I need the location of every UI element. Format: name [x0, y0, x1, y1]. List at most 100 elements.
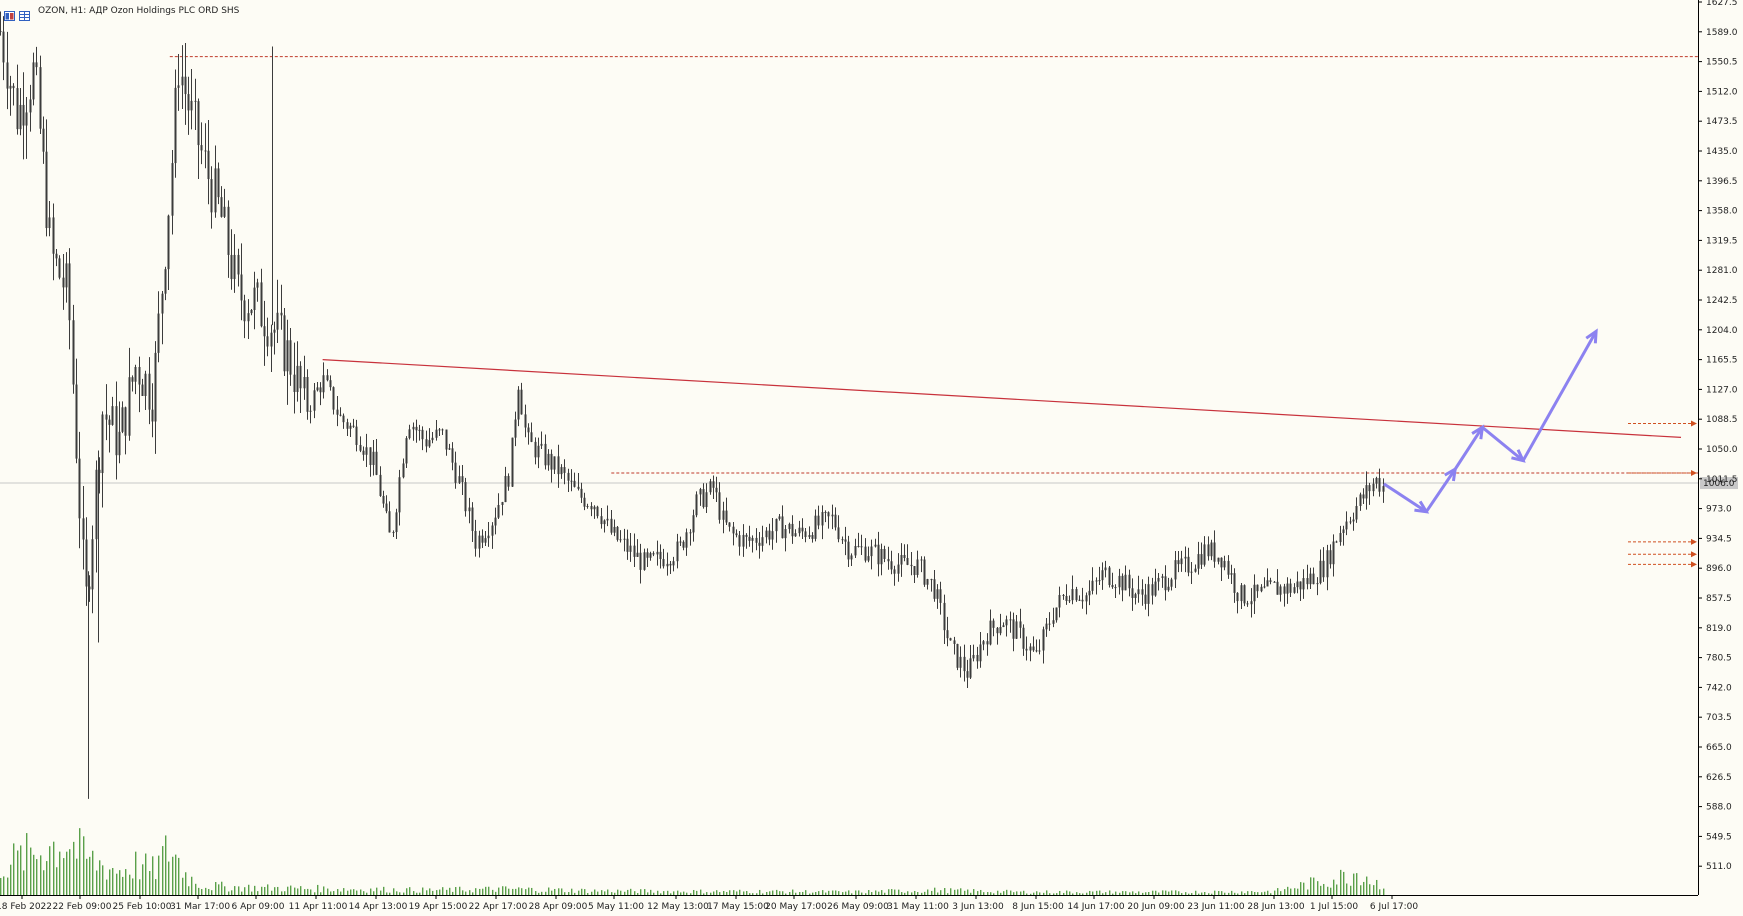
- candle-body: [824, 512, 827, 514]
- forecast-arrow-segment[interactable]: [1481, 426, 1525, 462]
- volume-bar: [1264, 891, 1266, 895]
- candle-body: [1108, 567, 1111, 586]
- volume-bar: [776, 889, 778, 895]
- candlesticks: [0, 11, 1385, 799]
- volume-bar: [924, 891, 926, 895]
- forecast-arrow-segment[interactable]: [1383, 482, 1428, 513]
- chart-window-icon[interactable]: [4, 6, 15, 21]
- volume-bar: [76, 858, 78, 895]
- horizontal-levels[interactable]: [169, 56, 1698, 474]
- forecast-arrow-segment[interactable]: [1521, 330, 1598, 462]
- volume-bar: [185, 872, 187, 895]
- candle-body: [1240, 585, 1243, 602]
- volume-bar: [917, 892, 919, 895]
- candle-body: [514, 419, 517, 438]
- candle-body: [629, 545, 632, 552]
- y-tick-label: 1204.0: [1706, 326, 1738, 336]
- candle-body: [1250, 601, 1253, 605]
- volume-bar: [647, 892, 649, 895]
- volume-bar: [1320, 885, 1322, 895]
- volume-bar: [772, 890, 774, 895]
- candle-body: [1302, 578, 1305, 590]
- volume-bar: [1102, 893, 1104, 895]
- candle-body: [633, 545, 636, 557]
- candle-body: [299, 365, 302, 389]
- y-tick-label: 1627.5: [1706, 0, 1738, 8]
- y-tick-label: 1050.0: [1706, 445, 1738, 455]
- candle-body: [1279, 586, 1282, 595]
- volume-bar: [604, 891, 606, 895]
- candle-body: [781, 516, 784, 539]
- volume-bar: [825, 892, 827, 895]
- candle-body: [1322, 560, 1325, 578]
- volume-bar: [492, 889, 494, 895]
- volume-bar: [1109, 890, 1111, 895]
- forecast-arrow-segment[interactable]: [1425, 468, 1457, 513]
- alert-arrows[interactable]: [1628, 420, 1697, 568]
- volume-bar: [1129, 892, 1131, 895]
- candle-body: [478, 535, 481, 549]
- candle-body: [405, 438, 408, 464]
- x-tick-label: 6 Apr 09:00: [232, 902, 285, 912]
- candle-body: [1253, 584, 1256, 602]
- candle-body: [157, 313, 160, 353]
- alert-arrow-icon[interactable]: [1691, 469, 1697, 476]
- candle-body: [854, 545, 857, 556]
- candle-body: [481, 535, 484, 543]
- volume-bar: [607, 889, 609, 895]
- volume-bar: [970, 892, 972, 895]
- candle-body: [280, 312, 283, 316]
- volume-bar: [1366, 876, 1368, 895]
- forecast-arrow-segment[interactable]: [1453, 426, 1484, 470]
- candle-body: [349, 425, 352, 429]
- volume-bar: [1270, 893, 1272, 895]
- volume-bar: [1376, 879, 1378, 895]
- trendline-group[interactable]: [322, 359, 1682, 438]
- volume-bar: [290, 885, 292, 895]
- volume-bar: [815, 891, 817, 895]
- volume-bar: [1099, 890, 1101, 895]
- candle-body: [418, 429, 421, 431]
- alert-arrow-icon[interactable]: [1691, 561, 1697, 568]
- alert-arrow-icon[interactable]: [1691, 420, 1697, 427]
- volume-bar: [891, 889, 893, 895]
- candle-body: [1260, 586, 1263, 592]
- volume-bar: [211, 890, 213, 895]
- candle-body: [652, 553, 655, 555]
- volume-bar: [297, 888, 299, 895]
- forecast-arrowhead[interactable]: [1414, 500, 1430, 514]
- candle-body: [1170, 579, 1173, 587]
- forecast-arrows[interactable]: [1383, 328, 1598, 514]
- candle-body: [6, 62, 9, 89]
- volume-bar: [419, 892, 421, 895]
- candle-body: [200, 145, 203, 151]
- candle-body: [289, 340, 292, 375]
- volume-bar: [274, 887, 276, 895]
- volume-bar: [746, 891, 748, 895]
- descending-trendline[interactable]: [322, 359, 1682, 438]
- candle-body: [1355, 505, 1358, 520]
- volume-bar: [241, 891, 243, 895]
- alert-arrow-icon[interactable]: [1691, 538, 1697, 545]
- volume-bar: [416, 892, 418, 895]
- volume-bar: [789, 892, 791, 895]
- candle-body: [1009, 619, 1012, 621]
- alert-arrow-icon[interactable]: [1691, 551, 1697, 558]
- chart-grid-icon[interactable]: [19, 6, 30, 21]
- candle-body: [672, 561, 675, 566]
- candle-body: [2, 31, 5, 63]
- volume-bar: [835, 890, 837, 895]
- volume-bar: [1096, 890, 1098, 895]
- candle-body: [392, 532, 395, 534]
- candle-body: [778, 516, 781, 519]
- volume-bar: [1336, 884, 1338, 895]
- candle-body: [197, 101, 200, 146]
- volume-bar: [33, 854, 35, 895]
- volume-bar: [20, 845, 22, 895]
- candle-body: [270, 332, 273, 347]
- volume-bar: [1059, 890, 1061, 895]
- volume-bar: [485, 886, 487, 895]
- volume-bar: [818, 891, 820, 895]
- forecast-arrowhead[interactable]: [1585, 328, 1598, 344]
